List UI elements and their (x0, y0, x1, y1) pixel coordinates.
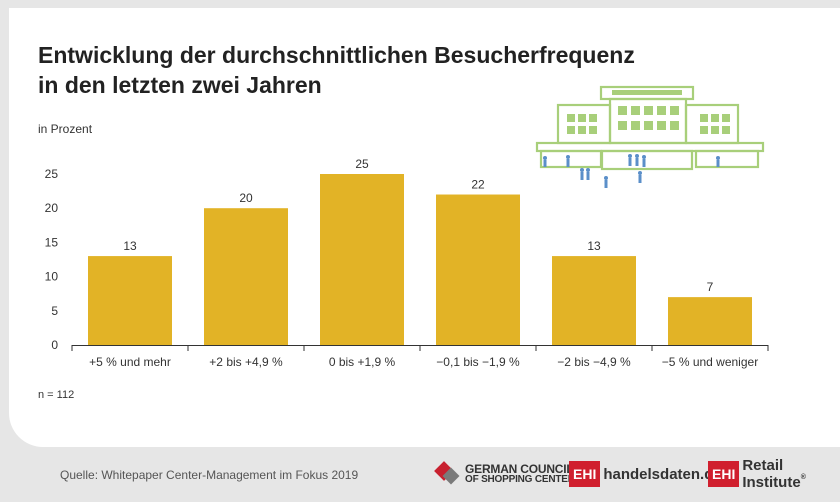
y-tick-label: 0 (51, 338, 58, 352)
bar (552, 256, 636, 345)
ehi-handelsdaten-logo: EHI handelsdaten.de (569, 457, 722, 491)
x-tick-label: −2 bis −4,9 % (557, 355, 631, 369)
y-tick-label: 5 (51, 304, 58, 318)
bar (320, 174, 404, 345)
bar-value-label: 13 (123, 239, 137, 253)
bar-series: 13 20 25 22 13 7 (88, 157, 752, 345)
registered-mark: ® (800, 474, 806, 481)
gcsc-mark-icon (434, 461, 461, 487)
gcsc-name-line-2: OF SHOPPING CENTERS (465, 474, 582, 485)
y-tick-label: 10 (45, 270, 59, 284)
ehi-mark: EHI (569, 461, 601, 487)
x-tick-label: +5 % und mehr (89, 355, 171, 369)
bar (88, 256, 172, 345)
bar (668, 297, 752, 345)
gcsc-logo: GERMAN COUNCIL OF SHOPPING CENTERS (434, 457, 582, 491)
y-unit-label: in Prozent (38, 122, 93, 136)
ehi-retail-institute-logo: EHI Retail Institute® (708, 457, 840, 491)
title-line-1: Entwicklung der durchschnittlichen Besuc… (38, 42, 635, 68)
x-tick-label: +2 bis +4,9 % (209, 355, 283, 369)
x-tick-label: −5 % und weniger (662, 355, 758, 369)
source-text: Quelle: Whitepaper Center-Management im … (60, 468, 359, 482)
chart-title: Entwicklung der durchschnittlichen Besuc… (38, 40, 678, 100)
ehi-mark: EHI (708, 461, 740, 487)
bar-value-label: 13 (587, 239, 601, 253)
bar-value-label: 7 (707, 280, 714, 294)
bar (204, 208, 288, 345)
y-axis: 0 5 10 15 20 25 (45, 167, 59, 352)
y-tick-label: 15 (45, 235, 59, 249)
retail-institute-text: Retail Institute (742, 457, 801, 491)
bar (436, 194, 520, 345)
y-tick-label: 25 (45, 167, 59, 181)
sample-size-note: n = 112 (38, 389, 75, 401)
x-axis: +5 % und mehr +2 bis +4,9 % 0 bis +1,9 % −0… (71, 345, 769, 369)
x-tick-label: 0 bis +1,9 % (329, 355, 396, 369)
footer: Quelle: Whitepaper Center-Management im … (0, 447, 840, 502)
bar-value-label: 22 (471, 178, 485, 192)
title-line-2: in den letzten zwei Jahren (38, 72, 322, 98)
gcsc-name-line-1: GERMAN COUNCIL (465, 462, 574, 476)
y-tick-label: 20 (45, 201, 59, 215)
bar-value-label: 25 (355, 157, 369, 171)
handelsdaten-text: handelsdaten.de (603, 465, 722, 483)
bar-value-label: 20 (239, 191, 253, 205)
x-tick-label: −0,1 bis −1,9 % (436, 355, 520, 369)
chart-card (9, 8, 840, 447)
